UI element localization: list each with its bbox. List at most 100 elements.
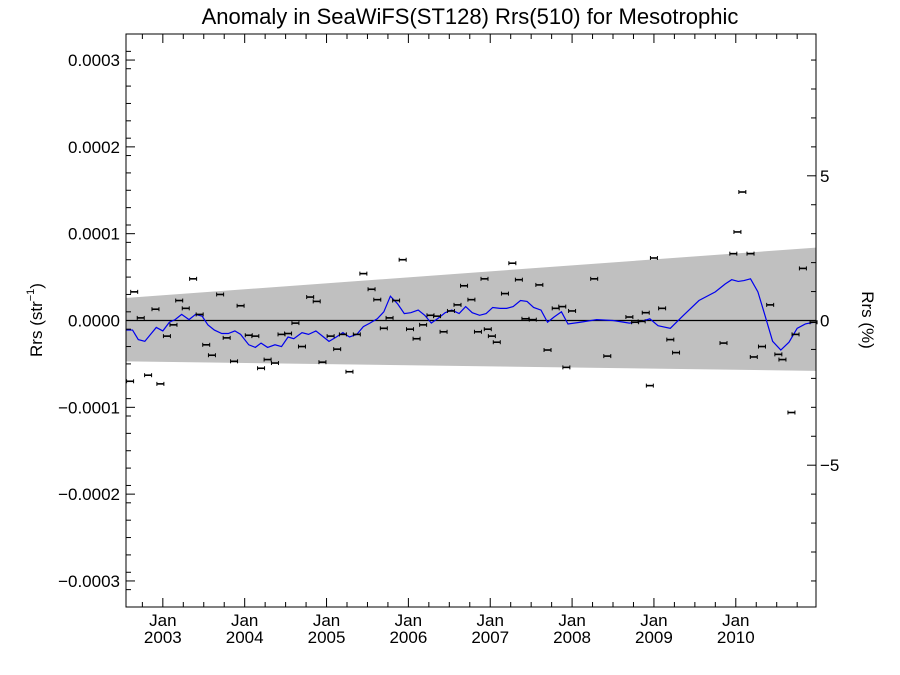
data-point bbox=[757, 344, 766, 349]
y-axis-ticks: 0.0003 0.0002 0.0001 0.0000 −0.0001 −0.0002 −0… bbox=[58, 33, 135, 608]
data-point bbox=[590, 276, 599, 281]
x-tick-month: Jan bbox=[558, 611, 585, 630]
x-tick-month: Jan bbox=[313, 611, 340, 630]
data-point bbox=[787, 410, 796, 415]
data-point bbox=[306, 295, 315, 300]
data-point bbox=[236, 303, 245, 308]
data-point bbox=[645, 383, 654, 388]
data-point bbox=[156, 381, 165, 386]
data-point bbox=[746, 251, 755, 256]
data-point bbox=[487, 334, 496, 339]
data-point bbox=[144, 373, 153, 378]
data-point bbox=[774, 352, 783, 357]
data-point bbox=[508, 261, 517, 266]
y-tick-label: 0.0001 bbox=[68, 225, 120, 244]
x-axis-ticks: Jan2003Jan2004Jan2005Jan2006Jan2007Jan20… bbox=[141, 34, 798, 647]
data-point bbox=[216, 292, 225, 297]
data-point bbox=[483, 327, 492, 332]
data-point bbox=[603, 354, 612, 359]
confidence-band-layer bbox=[126, 247, 816, 371]
x-tick-year: 2009 bbox=[635, 628, 673, 647]
data-point bbox=[672, 350, 681, 355]
data-point bbox=[514, 277, 523, 282]
y-tick-label: −0.0001 bbox=[58, 398, 120, 417]
data-point bbox=[535, 282, 544, 287]
data-point bbox=[312, 299, 321, 304]
data-point bbox=[207, 353, 216, 358]
data-point bbox=[719, 341, 728, 346]
data-point bbox=[270, 361, 279, 366]
data-point bbox=[352, 332, 361, 337]
data-point bbox=[338, 332, 347, 337]
data-point bbox=[480, 276, 489, 281]
y2-axis-label: Rrs (%) bbox=[858, 291, 877, 349]
data-point bbox=[379, 326, 388, 331]
trend-line-layer bbox=[126, 278, 814, 351]
data-point bbox=[649, 255, 658, 260]
data-point bbox=[467, 297, 476, 302]
data-points-layer bbox=[126, 190, 818, 415]
data-point bbox=[558, 304, 567, 309]
x-tick-year: 2010 bbox=[717, 628, 755, 647]
y-tick-label: 0.0000 bbox=[68, 312, 120, 331]
y2-axis-ticks: 5 0 −5 bbox=[807, 59, 839, 582]
data-point bbox=[766, 302, 775, 307]
data-point bbox=[419, 322, 428, 327]
y2-tick-label: 5 bbox=[820, 167, 829, 186]
trend-line bbox=[126, 278, 814, 351]
data-point bbox=[492, 340, 501, 345]
data-point bbox=[658, 306, 667, 311]
y2-tick-label: 0 bbox=[820, 312, 829, 331]
data-point bbox=[181, 306, 190, 311]
x-tick-month: Jan bbox=[477, 611, 504, 630]
data-point bbox=[162, 334, 171, 339]
data-point bbox=[169, 322, 178, 327]
y-axis-label-text: Rrs (str bbox=[27, 301, 46, 357]
data-point bbox=[257, 366, 266, 371]
x-tick-month: Jan bbox=[640, 611, 667, 630]
data-point bbox=[568, 308, 577, 313]
x-tick-year: 2005 bbox=[308, 628, 346, 647]
data-point bbox=[406, 327, 415, 332]
data-point bbox=[373, 297, 382, 302]
data-point bbox=[738, 190, 747, 195]
x-tick-year: 2004 bbox=[226, 628, 264, 647]
y-axis-label-superscript: −1 bbox=[25, 289, 37, 302]
confidence-band bbox=[126, 247, 816, 371]
data-point bbox=[222, 335, 231, 340]
data-point bbox=[791, 332, 800, 337]
y-axis-label: Rrs (str−1) bbox=[25, 283, 46, 357]
data-point bbox=[367, 287, 376, 292]
data-point bbox=[528, 317, 537, 322]
data-point bbox=[433, 314, 442, 319]
data-point bbox=[318, 360, 327, 365]
data-point bbox=[175, 298, 184, 303]
y-axis-label-close: ) bbox=[27, 283, 46, 289]
data-point bbox=[473, 329, 482, 334]
data-point bbox=[453, 302, 462, 307]
data-point bbox=[263, 357, 272, 362]
data-point bbox=[641, 310, 650, 315]
data-point bbox=[460, 283, 469, 288]
data-point bbox=[333, 347, 342, 352]
data-point bbox=[446, 308, 455, 313]
data-point bbox=[562, 365, 571, 370]
data-point bbox=[291, 321, 300, 326]
data-point bbox=[637, 319, 646, 324]
data-point bbox=[189, 276, 198, 281]
data-point bbox=[284, 331, 293, 336]
data-point bbox=[345, 369, 354, 374]
data-point bbox=[500, 291, 509, 296]
data-point bbox=[398, 257, 407, 262]
data-point bbox=[230, 359, 239, 364]
x-tick-month: Jan bbox=[722, 611, 749, 630]
data-point bbox=[749, 354, 758, 359]
data-point bbox=[666, 337, 675, 342]
data-point bbox=[297, 344, 306, 349]
data-point bbox=[543, 348, 552, 353]
y-tick-label: −0.0002 bbox=[58, 485, 120, 504]
x-tick-year: 2003 bbox=[144, 628, 182, 647]
y-tick-label: 0.0003 bbox=[68, 51, 120, 70]
x-tick-year: 2007 bbox=[471, 628, 509, 647]
